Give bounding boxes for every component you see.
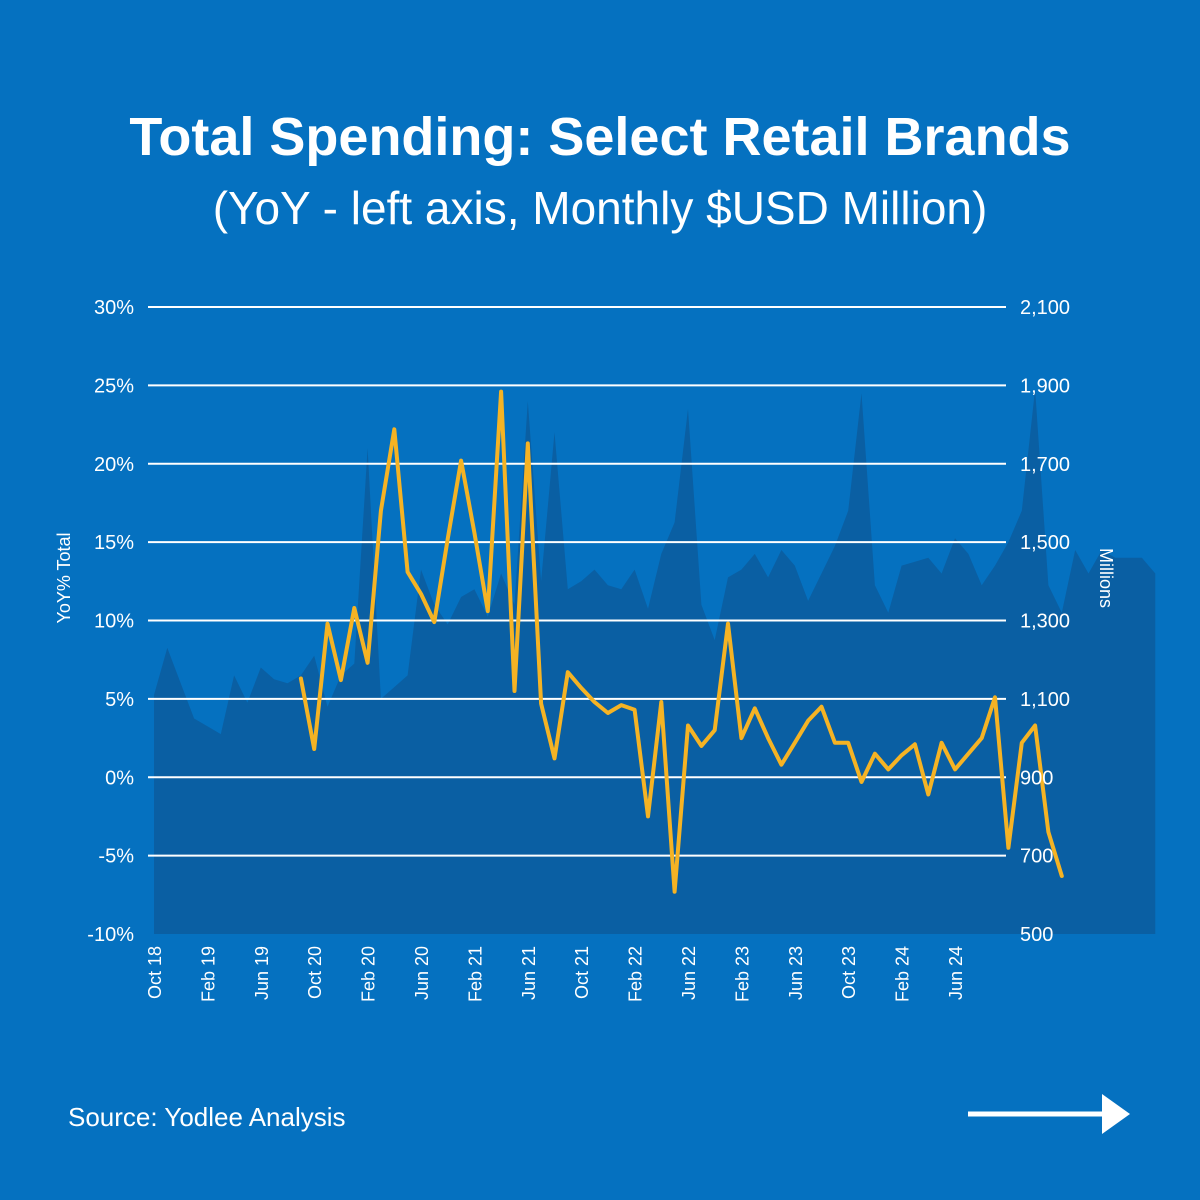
x-axis-ticks: Oct 18 Feb 19 Jun 19 Oct 20 Feb 20 Jun 20 Feb …: [145, 946, 966, 1002]
x-tick-label: Jun 21: [519, 946, 539, 1000]
left-tick-label: -10%: [87, 924, 134, 946]
x-tick-label: Feb 19: [198, 946, 218, 1002]
arrow-right-icon[interactable]: [966, 1092, 1132, 1136]
right-tick-label: 1,900: [1020, 375, 1070, 397]
right-tick-label: 1,700: [1020, 454, 1070, 476]
right-axis-ticks: 2,100 1,900 1,700 1,500 1,300 1,100 900 700 500: [1020, 297, 1070, 946]
yoy-line: [298, 389, 1064, 894]
x-tick-label: Jun 20: [412, 946, 432, 1000]
right-tick-label: 2,100: [1020, 297, 1070, 319]
left-axis-ticks: 30% 25% 20% 15% 10% 5% 0% -5% -10%: [87, 297, 134, 946]
x-tick-label: Oct 23: [839, 946, 859, 999]
right-tick-label: 1,100: [1020, 689, 1070, 711]
y-axis-label-left: YoY% Total: [54, 532, 74, 623]
left-tick-label: 15%: [94, 532, 134, 554]
left-tick-label: 20%: [94, 454, 134, 476]
x-tick-label: Jun 23: [786, 946, 806, 1000]
left-tick-label: 0%: [105, 767, 134, 789]
chart-subtitle: (YoY - left axis, Monthly $USD Million): [212, 182, 988, 234]
left-tick-label: 25%: [94, 375, 134, 397]
area-layer: [154, 389, 1156, 934]
left-tick-label: 5%: [105, 689, 134, 711]
x-tick-label: Feb 20: [359, 946, 379, 1002]
x-tick-label: Jun 22: [679, 946, 699, 1000]
x-tick-label: Feb 21: [465, 946, 485, 1002]
y-axis-label-right: Millions: [1096, 548, 1116, 608]
spending-area: [154, 389, 1156, 934]
right-tick-label: 500: [1020, 924, 1053, 946]
right-tick-label: 700: [1020, 846, 1053, 868]
x-tick-label: Feb 23: [732, 946, 752, 1002]
x-tick-label: Feb 22: [626, 946, 646, 1002]
x-tick-label: Oct 20: [305, 946, 325, 999]
right-tick-label: 1,500: [1020, 532, 1070, 554]
x-tick-label: Jun 24: [946, 946, 966, 1000]
x-tick-label: Feb 24: [893, 946, 913, 1002]
left-tick-label: -5%: [98, 846, 134, 868]
source-note: Source: Yodlee Analysis: [68, 1102, 346, 1132]
x-tick-label: Oct 18: [145, 946, 165, 999]
chart-title: Total Spending: Select Retail Brands: [129, 107, 1071, 167]
line-layer: [298, 389, 1064, 894]
x-tick-label: Oct 21: [572, 946, 592, 999]
right-tick-label: 1,300: [1020, 611, 1070, 633]
x-tick-label: Jun 19: [252, 946, 272, 1000]
right-tick-label: 900: [1020, 767, 1053, 789]
left-tick-label: 30%: [94, 297, 134, 319]
left-tick-label: 10%: [94, 611, 134, 633]
